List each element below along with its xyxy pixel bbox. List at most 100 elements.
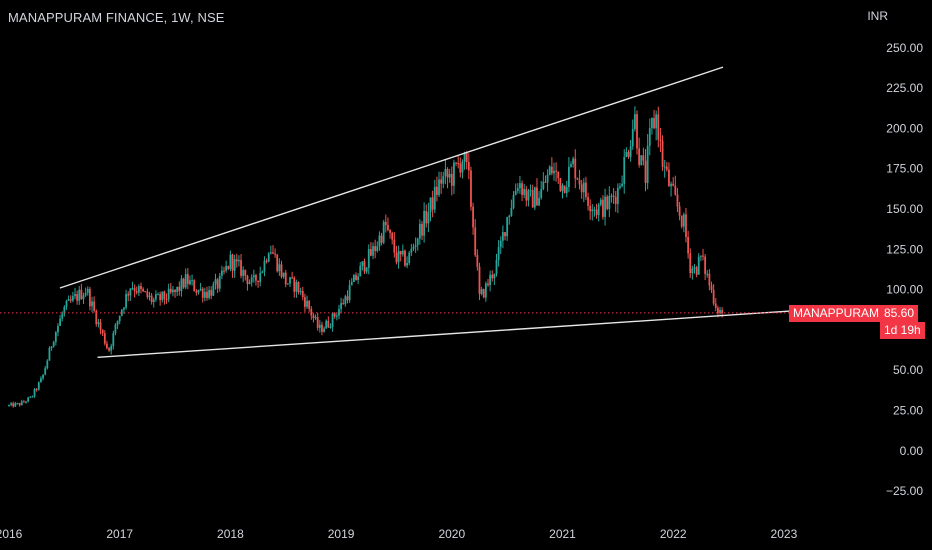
candle [176,286,179,297]
candle [203,287,206,302]
candle [363,258,366,274]
candle-body [327,320,330,328]
candle [418,219,421,245]
candle [693,264,696,274]
candle [308,299,311,312]
candle-body [459,163,462,173]
candle-body [563,185,566,193]
candle-body [176,286,179,292]
y-tick-label: 25.00 [893,404,923,418]
candle [37,381,40,391]
candle [612,188,615,204]
candle [91,296,93,312]
candle [323,326,325,333]
candle [133,284,136,298]
candle [76,290,79,305]
candle-body [267,253,270,262]
candle-body [233,259,236,271]
candle-body [220,270,223,276]
candle [646,134,649,190]
candle [472,202,474,235]
candle [327,316,330,329]
candle-body [63,306,66,314]
candle [316,312,319,331]
candle [538,191,540,207]
candle [463,151,466,170]
candle [40,376,42,383]
candle-body [644,160,647,183]
candle-body [421,223,423,236]
candle [397,245,400,269]
candle [476,249,479,271]
candle-body [642,155,645,161]
candle-body [480,289,483,294]
candle-body [33,389,36,397]
candle-body [363,261,366,272]
candle-body [372,246,374,256]
candle-body [352,275,355,282]
candle-body [567,166,570,188]
candle [165,293,168,304]
candle [408,250,411,266]
candle-body [489,274,492,286]
candle-body [301,290,304,298]
candle-body [114,324,117,334]
candle [304,293,306,312]
candle [350,278,353,286]
candle [546,169,549,192]
candle-body [346,296,349,301]
candle [391,231,394,245]
y-tick-label: 100.00 [886,283,923,297]
candle-body [606,196,609,209]
candle [387,217,389,232]
candle [314,314,317,321]
candle-body [710,285,713,291]
symbol-title: MANAPPURAM FINANCE, 1W, NSE [8,10,225,25]
candle [18,402,21,407]
candle-body [88,289,91,307]
candle [414,237,417,253]
candle-body [344,296,347,305]
candle [199,282,202,292]
candle-body [676,194,679,207]
x-tick-label: 2023 [771,527,798,541]
candle [248,279,251,285]
candle [704,254,707,281]
candle [561,183,564,199]
candle-body [340,303,342,310]
candle-body [661,140,664,167]
candle [410,243,413,257]
candle [250,274,253,287]
candle [631,119,634,150]
candle-body [246,275,249,284]
candle [346,290,349,304]
candle [106,340,108,350]
candle-body [693,267,696,269]
candle [146,288,149,300]
price-label-countdown: 1d 19h [880,322,925,339]
candle [440,171,443,194]
candle-body [689,253,692,274]
candle-body [663,166,666,168]
candle [459,157,462,178]
candle [529,184,532,197]
candle [99,319,102,335]
candle [206,286,208,301]
candle-body [218,275,221,289]
candle-body [519,183,521,189]
candle-body [699,255,702,257]
candle [274,248,277,258]
candle [163,290,166,305]
candle-body [397,250,400,263]
candle [352,273,355,283]
candle [144,290,147,293]
candle [184,268,187,290]
candle-body [712,290,715,304]
candle [344,294,347,307]
candle-body [227,265,230,269]
candle-body [310,308,313,316]
candle [52,340,55,348]
candle [367,244,370,275]
candle-body [78,289,81,301]
